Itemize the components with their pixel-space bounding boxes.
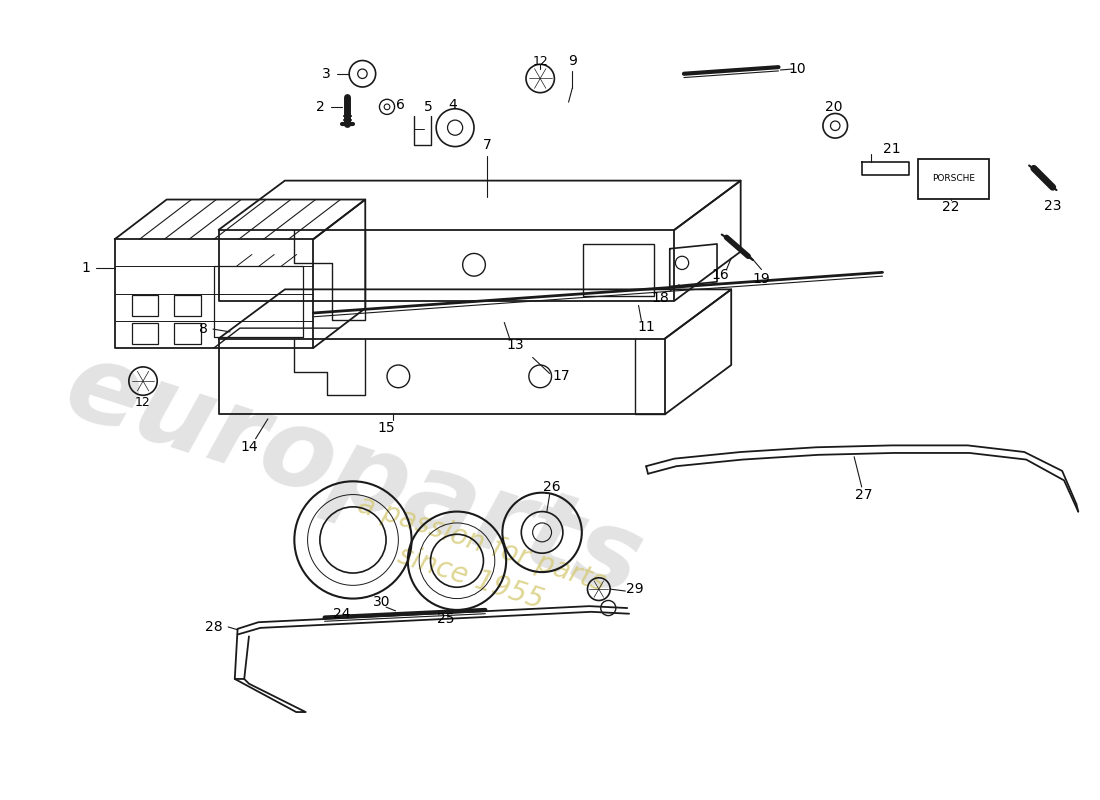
Text: 11: 11 bbox=[637, 320, 654, 334]
Text: 16: 16 bbox=[711, 268, 728, 282]
Text: 21: 21 bbox=[883, 142, 901, 157]
Text: 6: 6 bbox=[396, 98, 405, 112]
Text: PORSCHE: PORSCHE bbox=[932, 174, 975, 183]
Text: 17: 17 bbox=[552, 370, 570, 383]
Text: 13: 13 bbox=[507, 338, 525, 352]
Text: 5: 5 bbox=[425, 100, 433, 114]
Text: 7: 7 bbox=[483, 138, 492, 152]
Bar bbox=[174, 295, 200, 316]
Bar bbox=[918, 159, 989, 198]
Text: 9: 9 bbox=[568, 54, 576, 69]
Text: 4: 4 bbox=[448, 98, 456, 112]
Text: 19: 19 bbox=[752, 272, 770, 286]
Text: 30: 30 bbox=[373, 595, 390, 610]
Text: 8: 8 bbox=[199, 322, 208, 336]
Text: 23: 23 bbox=[1044, 199, 1061, 213]
Text: 3: 3 bbox=[322, 66, 331, 81]
Text: 10: 10 bbox=[789, 62, 806, 76]
Bar bbox=[174, 323, 200, 344]
Text: 12: 12 bbox=[135, 396, 151, 410]
Text: 20: 20 bbox=[825, 100, 843, 114]
Text: 18: 18 bbox=[651, 291, 669, 305]
Bar bbox=[132, 295, 158, 316]
Text: 28: 28 bbox=[205, 620, 222, 634]
Text: 12: 12 bbox=[532, 55, 548, 68]
Text: 22: 22 bbox=[942, 200, 959, 214]
Text: 2: 2 bbox=[317, 100, 326, 114]
Text: 24: 24 bbox=[333, 606, 351, 621]
Bar bbox=[132, 323, 158, 344]
Text: 1: 1 bbox=[81, 261, 90, 274]
Text: 15: 15 bbox=[377, 422, 395, 435]
Text: 14: 14 bbox=[240, 440, 257, 454]
Text: 26: 26 bbox=[542, 480, 560, 494]
Text: 27: 27 bbox=[855, 487, 872, 502]
Text: 29: 29 bbox=[626, 582, 644, 596]
Text: a passion for parts
since 1955: a passion for parts since 1955 bbox=[343, 490, 609, 632]
Bar bbox=[583, 244, 653, 296]
Text: europarts: europarts bbox=[52, 333, 654, 618]
Text: 25: 25 bbox=[437, 612, 454, 626]
